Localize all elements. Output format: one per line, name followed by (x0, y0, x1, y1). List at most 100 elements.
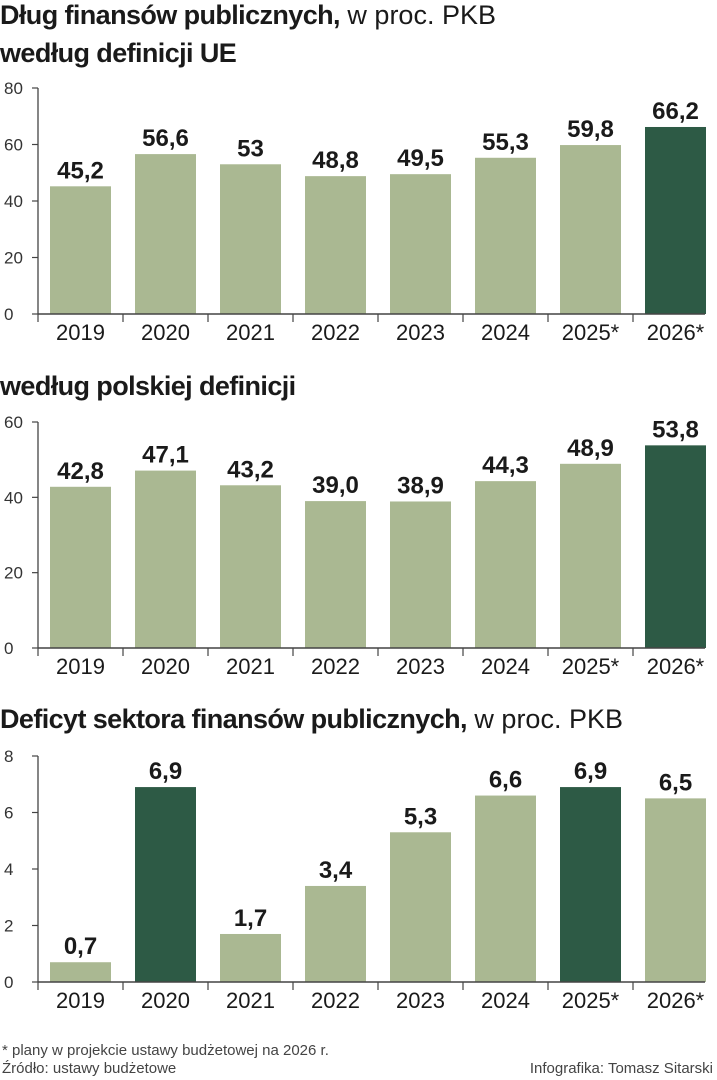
y-tick-label: 40 (4, 488, 23, 507)
footnote: * plany w projekcie ustawy budżetowej na… (2, 1042, 329, 1059)
x-tick-label: 2021 (226, 320, 275, 345)
value-label: 3,4 (319, 857, 353, 884)
x-tick-label: 2025* (562, 988, 620, 1013)
x-tick-label: 2025* (562, 320, 620, 345)
value-label: 49,5 (397, 145, 444, 172)
value-label: 39,0 (312, 472, 359, 499)
bar-2022 (305, 501, 366, 648)
y-tick-label: 20 (4, 249, 23, 268)
value-label: 53,8 (652, 416, 699, 443)
x-tick-label: 2020 (141, 654, 190, 679)
value-label: 53 (237, 135, 264, 162)
y-tick-label: 80 (4, 79, 23, 98)
value-label: 0,7 (64, 933, 97, 960)
x-tick-label: 2019 (56, 654, 105, 679)
polish-definition-subtitle: według polskiej definicji (0, 371, 296, 401)
y-tick-label: 0 (4, 973, 13, 992)
y-tick-label: 0 (4, 305, 13, 324)
eu-debt-chart: 0 20 40 60 80 45,2 2019 56,6 2020 53 2021 48,8 2022 4… (4, 79, 706, 345)
bar-2026 (645, 445, 706, 648)
x-tick-label: 2026* (647, 320, 705, 345)
deficit-title-unit: w proc. PKB (466, 704, 623, 734)
x-tick-label: 2020 (141, 988, 190, 1013)
value-label: 45,2 (57, 157, 104, 184)
x-tick-label: 2020 (141, 320, 190, 345)
value-label: 6,5 (659, 769, 692, 796)
value-label: 6,9 (574, 758, 607, 785)
value-label: 48,8 (312, 147, 359, 174)
bar-2019 (50, 186, 111, 314)
y-tick-label: 60 (4, 413, 23, 432)
value-label: 38,9 (397, 472, 444, 499)
bar-2023 (390, 174, 451, 314)
bar-2022 (305, 885, 366, 982)
debt-title-unit: w proc. PKB (339, 0, 496, 30)
value-label: 47,1 (142, 442, 189, 469)
value-label: 66,2 (652, 98, 699, 125)
deficit-chart: 0 2 4 6 8 0,7 2019 6,9 2020 1,7 2021 3,4 2022 5,3 2023… (4, 747, 706, 1013)
value-label: 48,9 (567, 435, 614, 462)
value-label: 44,3 (482, 452, 529, 479)
x-tick-label: 2025* (562, 654, 620, 679)
x-tick-label: 2024 (481, 320, 530, 345)
bar-2025 (560, 145, 621, 314)
y-tick-label: 6 (4, 804, 13, 823)
deficit-title: Deficyt sektora finansów publicznych, w … (0, 704, 623, 734)
y-tick-label: 8 (4, 747, 13, 766)
y-tick-label: 60 (4, 136, 23, 155)
deficit-title-bold: Deficyt sektora finansów publicznych, (0, 704, 468, 734)
x-tick-label: 2022 (311, 988, 360, 1013)
value-label: 55,3 (482, 129, 529, 156)
x-tick-label: 2023 (396, 320, 445, 345)
value-label: 59,8 (567, 116, 614, 143)
x-tick-label: 2026* (647, 988, 705, 1013)
bar-2022 (305, 176, 366, 314)
bar-2024 (475, 481, 536, 648)
bar-2021 (220, 485, 281, 648)
x-tick-label: 2023 (396, 654, 445, 679)
x-tick-label: 2026* (647, 654, 705, 679)
bar-2025 (560, 463, 621, 648)
polish-debt-chart: 0 20 40 60 42,8 2019 47,1 2020 43,2 2021 39,0 2022 3… (4, 413, 706, 679)
x-tick-label: 2024 (481, 988, 530, 1013)
value-label: 42,8 (57, 458, 104, 485)
x-tick-label: 2019 (56, 988, 105, 1013)
y-tick-label: 0 (4, 639, 13, 658)
y-tick-label: 40 (4, 192, 23, 211)
bar-2021 (220, 933, 281, 982)
bar-2019 (50, 962, 111, 982)
bar-2020 (135, 154, 196, 314)
value-label: 43,2 (227, 456, 274, 483)
x-tick-label: 2019 (56, 320, 105, 345)
x-tick-label: 2021 (226, 988, 275, 1013)
bar-2019 (50, 486, 111, 648)
x-tick-label: 2023 (396, 988, 445, 1013)
bar-2023 (390, 832, 451, 982)
x-tick-label: 2022 (311, 654, 360, 679)
credit-note: Infografika: Tomasz Sitarski (529, 1060, 713, 1077)
x-tick-label: 2021 (226, 654, 275, 679)
x-tick-label: 2022 (311, 320, 360, 345)
bar-2023 (390, 501, 451, 648)
y-tick-label: 4 (4, 860, 13, 879)
bar-2020 (135, 470, 196, 648)
bar-2025 (560, 787, 621, 982)
bar-2021 (220, 164, 281, 314)
value-label: 6,9 (149, 758, 182, 785)
debt-title-bold: Dług finansów publicznych, (0, 0, 341, 30)
value-label: 56,6 (142, 125, 189, 152)
value-label: 5,3 (404, 803, 437, 830)
x-tick-label: 2024 (481, 654, 530, 679)
y-tick-label: 20 (4, 564, 23, 583)
y-tick-label: 2 (4, 917, 13, 936)
bar-2020 (135, 787, 196, 982)
eu-definition-subtitle: według definicji UE (0, 38, 237, 68)
bar-2026 (645, 798, 706, 982)
bar-2024 (475, 157, 536, 314)
debt-title: Dług finansów publicznych, w proc. PKB (0, 0, 496, 30)
value-label: 6,6 (489, 767, 522, 794)
source-note: Źródło: ustawy budżetowe (2, 1060, 177, 1077)
bar-2026 (645, 126, 706, 314)
value-label: 1,7 (234, 905, 267, 932)
bar-2024 (475, 795, 536, 982)
